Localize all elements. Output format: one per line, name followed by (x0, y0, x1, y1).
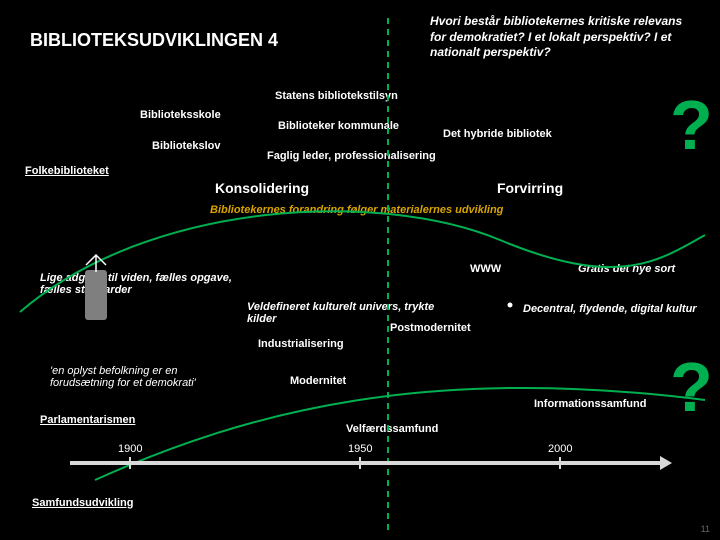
dot-icon (508, 303, 513, 308)
label-parlamentarismen: Parlamentarismen (40, 414, 135, 426)
page-title: BIBLIOTEKSUDVIKLINGEN 4 (30, 30, 278, 51)
relevance-question: Hvori består bibliotekernes kritiske rel… (430, 14, 690, 61)
label-postmodernitet: Postmodernitet (390, 322, 471, 334)
question-mark-2: ? (670, 352, 713, 422)
year-1950: 1950 (348, 443, 372, 455)
label-decentral: Decentral, flydende, digital kultur (523, 303, 697, 315)
subtitle-forandring: Bibliotekernes forandring følger materia… (210, 204, 503, 216)
label-samfundsudvikling: Samfundsudvikling (32, 497, 133, 509)
label-industrialisering: Industrialisering (258, 338, 344, 350)
label-statens: Statens bibliotekstilsyn (275, 90, 398, 102)
label-informationssamfund: Informationssamfund (534, 398, 646, 410)
label-modernitet: Modernitet (290, 375, 346, 387)
label-gratis: Gratis det nye sort (578, 263, 675, 275)
year-2000: 2000 (548, 443, 572, 455)
phase-konsolidering: Konsolidering (215, 180, 309, 196)
curve-upper (20, 211, 705, 312)
label-biblioteker-kommunale: Biblioteker kommunale (278, 120, 399, 132)
label-folkebiblioteket: Folkebiblioteket (25, 165, 109, 177)
phase-forvirring: Forvirring (497, 180, 563, 196)
year-1900: 1900 (118, 443, 142, 455)
page-number: 11 (701, 524, 710, 534)
question-mark-1: ? (670, 90, 713, 160)
arrow-up-icon (86, 255, 106, 265)
timeline-bar (70, 461, 660, 465)
label-lige-adgang: Lige adgang til viden, fælles opgave, fæ… (40, 272, 240, 296)
timeline-arrowhead-icon (660, 456, 672, 470)
label-oplyst: 'en oplyst befolkning er en forudsætning… (50, 365, 225, 389)
label-biblioteksskole: Biblioteksskole (140, 109, 221, 121)
label-hybride: Det hybride bibliotek (443, 128, 552, 140)
label-bibliotekslov: Bibliotekslov (152, 140, 220, 152)
diagram-root: BIBLIOTEKSUDVIKLINGEN 4 Hvori består bib… (0, 0, 720, 540)
label-www: WWW (470, 263, 501, 275)
label-faglig: Faglig leder, professionalisering (267, 150, 436, 162)
label-velfaerd: Velfærdssamfund (346, 423, 438, 435)
